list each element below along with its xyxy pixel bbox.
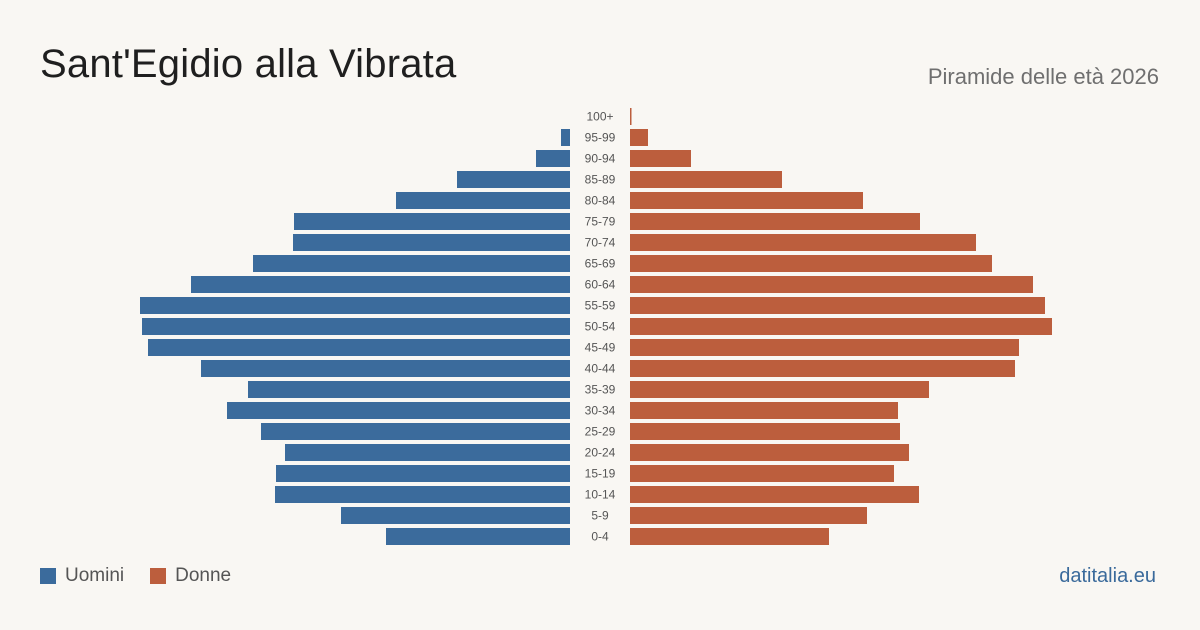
age-labels: 100+ 95-99 90-94 85-89 80-84 75-79 70-74 65-69 6… (585, 110, 616, 544)
bar-men-90-94 (536, 150, 570, 167)
bar-women-45-49 (630, 339, 1019, 356)
legend-label-men: Uomini (65, 565, 125, 586)
bar-men-75-79 (294, 213, 570, 230)
legend-item-women: Donne (150, 565, 231, 587)
source-link[interactable]: datitalia.eu (1059, 565, 1156, 587)
bar-women-100plus (630, 108, 632, 125)
age-label-25-29: 25-29 (585, 425, 616, 439)
bar-women-30-34 (630, 402, 898, 419)
bar-men-15-19 (276, 465, 570, 482)
legend-swatch-women (150, 568, 167, 584)
age-label-75-79: 75-79 (585, 215, 616, 229)
women-bars (630, 108, 1052, 545)
bar-women-50-54 (630, 318, 1052, 335)
bar-women-90-94 (630, 150, 691, 167)
bar-men-25-29 (261, 423, 570, 440)
age-label-5-9: 5-9 (591, 509, 609, 523)
men-bars (140, 129, 570, 545)
bar-women-35-39 (630, 381, 929, 398)
legend-label-women: Donne (175, 565, 232, 586)
bar-men-10-14 (275, 486, 570, 503)
chart-title: Sant'Egidio alla Vibrata (40, 42, 457, 86)
chart-subtitle: Piramide delle età 2026 (927, 64, 1159, 89)
bar-women-80-84 (630, 192, 863, 209)
bar-men-85-89 (457, 171, 570, 188)
bar-women-85-89 (630, 171, 782, 188)
age-label-95-99: 95-99 (585, 131, 616, 145)
bar-men-40-44 (201, 360, 570, 377)
bar-women-20-24 (630, 444, 909, 461)
bar-men-20-24 (285, 444, 570, 461)
bar-women-70-74 (630, 234, 976, 251)
age-label-35-39: 35-39 (585, 383, 616, 397)
bar-women-40-44 (630, 360, 1015, 377)
bar-women-15-19 (630, 465, 894, 482)
bar-men-55-59 (140, 297, 570, 314)
age-label-60-64: 60-64 (585, 278, 616, 292)
age-label-0-4: 0-4 (591, 530, 609, 544)
age-label-30-34: 30-34 (585, 404, 616, 418)
bar-men-0-4 (386, 528, 570, 545)
legend: Uomini Donne (40, 565, 231, 587)
age-label-10-14: 10-14 (585, 488, 616, 502)
age-label-90-94: 90-94 (585, 152, 616, 166)
age-label-80-84: 80-84 (585, 194, 616, 208)
bar-men-30-34 (227, 402, 570, 419)
bar-men-50-54 (142, 318, 570, 335)
age-label-70-74: 70-74 (585, 236, 616, 250)
bar-women-10-14 (630, 486, 919, 503)
bar-women-65-69 (630, 255, 992, 272)
bar-women-25-29 (630, 423, 900, 440)
legend-swatch-men (40, 568, 56, 584)
bar-men-35-39 (248, 381, 570, 398)
age-label-15-19: 15-19 (585, 467, 616, 481)
legend-item-men: Uomini (40, 565, 124, 587)
age-label-20-24: 20-24 (585, 446, 616, 460)
age-label-40-44: 40-44 (585, 362, 616, 376)
bar-men-95-99 (561, 129, 570, 146)
bar-men-70-74 (293, 234, 570, 251)
age-label-50-54: 50-54 (585, 320, 616, 334)
bar-men-45-49 (148, 339, 570, 356)
bar-men-60-64 (191, 276, 570, 293)
bar-women-5-9 (630, 507, 867, 524)
bar-men-65-69 (253, 255, 570, 272)
age-label-65-69: 65-69 (585, 257, 616, 271)
bar-men-80-84 (396, 192, 570, 209)
age-label-45-49: 45-49 (585, 341, 616, 355)
bar-women-60-64 (630, 276, 1033, 293)
bar-women-0-4 (630, 528, 829, 545)
age-label-55-59: 55-59 (585, 299, 616, 313)
bar-women-95-99 (630, 129, 648, 146)
bar-women-55-59 (630, 297, 1045, 314)
bar-women-75-79 (630, 213, 920, 230)
age-label-100plus: 100+ (586, 110, 613, 124)
age-label-85-89: 85-89 (585, 173, 616, 187)
bar-men-5-9 (341, 507, 570, 524)
